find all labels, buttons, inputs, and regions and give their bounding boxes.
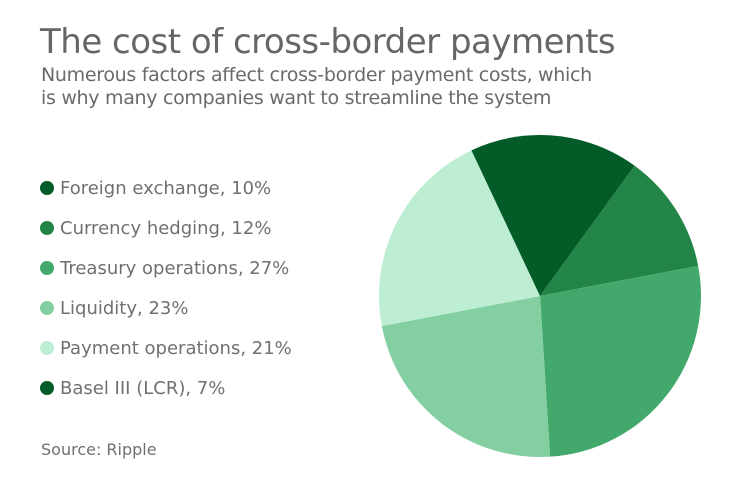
pie-slices [379, 135, 701, 457]
legend-label: Basel III (LCR), 7% [60, 377, 226, 399]
legend-dot-icon [40, 341, 54, 355]
pie-slice-treasury-operations [540, 265, 701, 457]
chart-subtitle: Numerous factors affect cross-border pay… [41, 64, 592, 109]
pie-slice-currency-hedging [540, 165, 699, 296]
chart-title: The cost of cross-border payments [40, 22, 616, 62]
pie-slice-foreign-exchange [540, 135, 635, 296]
legend-item-liquidity: Liquidity, 23% [40, 288, 292, 328]
legend-dot-icon [40, 381, 54, 395]
legend-label: Payment operations, 21% [60, 337, 292, 359]
legend-dot-icon [40, 301, 54, 315]
legend-label: Foreign exchange, 10% [60, 177, 272, 199]
legend-dot-icon [40, 181, 54, 195]
legend-item-foreign-exchange: Foreign exchange, 10% [40, 168, 292, 208]
legend-item-treasury-operations: Treasury operations, 27% [40, 248, 292, 288]
legend-label: Treasury operations, 27% [60, 257, 290, 279]
legend-dot-icon [40, 261, 54, 275]
legend-label: Currency hedging, 12% [60, 217, 272, 239]
legend: Foreign exchange, 10% Currency hedging, … [40, 168, 292, 408]
pie-slice-liquidity [381, 296, 551, 457]
legend-item-payment-operations: Payment operations, 21% [40, 328, 292, 368]
legend-item-currency-hedging: Currency hedging, 12% [40, 208, 292, 248]
legend-item-basel-iii: Basel III (LCR), 7% [40, 368, 292, 408]
pie-slice-basel-iii-lcr [471, 135, 540, 296]
legend-dot-icon [40, 221, 54, 235]
source-note: Source: Ripple [41, 440, 157, 459]
pie-slice-payment-operations [379, 150, 540, 327]
legend-label: Liquidity, 23% [60, 297, 189, 319]
